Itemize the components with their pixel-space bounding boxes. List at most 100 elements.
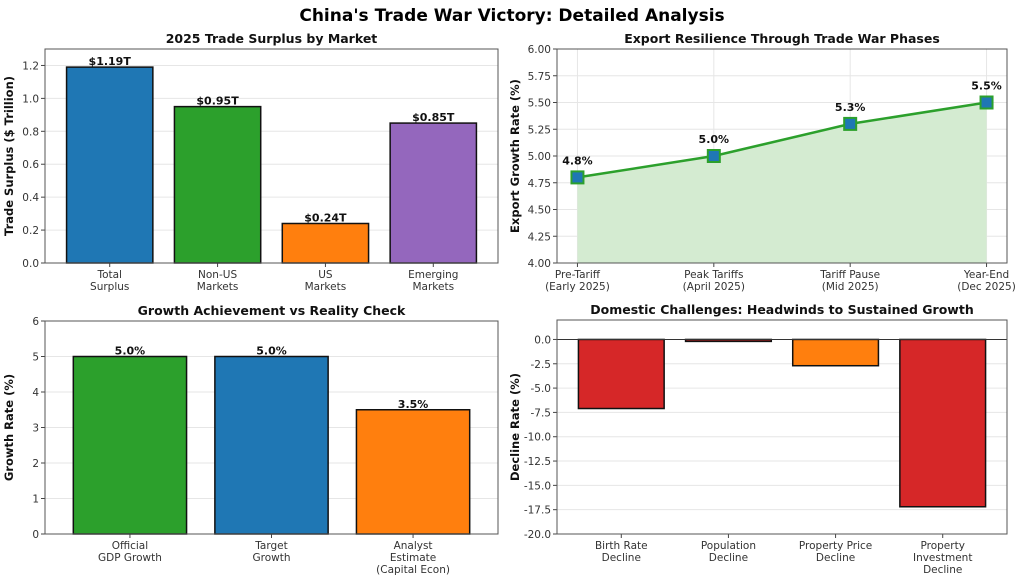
y-tick-label: 0 xyxy=(32,529,39,541)
bar-value-label: 5.0% xyxy=(256,345,287,358)
y-tick-label: -7.5 xyxy=(531,407,552,419)
bar-value-label: $0.85T xyxy=(412,111,455,124)
x-tick-label-line: Birth Rate xyxy=(595,540,648,552)
x-tick-label: Property Investment Decline xyxy=(913,540,972,576)
x-tick-label: Year-End (Dec 2025) xyxy=(957,269,1016,293)
bar-value-label: $0.24T xyxy=(304,211,347,224)
y-tick-label: 4 xyxy=(32,387,39,399)
x-tick-label-line: Decline xyxy=(602,552,641,564)
bar xyxy=(65,66,154,264)
bar xyxy=(899,338,987,508)
data-point xyxy=(843,116,858,131)
x-tick-label-line: Surplus xyxy=(90,281,129,293)
y-tick-label: 4.00 xyxy=(528,258,551,270)
x-tick-label-line: Markets xyxy=(412,281,454,293)
data-point-label: 5.0% xyxy=(699,133,730,146)
y-tick-label: -12.5 xyxy=(524,456,551,468)
x-tick-label-line: Population xyxy=(701,540,756,552)
subplot-3: Growth Achievement vs Reality Check Growt… xyxy=(2,303,499,576)
x-tick-label-line: Growth xyxy=(252,552,290,564)
x-tick-label: Analyst Estimate (Capital Econ) xyxy=(376,540,450,576)
y-tick-label: 0.0 xyxy=(534,334,551,346)
y-tick-label: -15.0 xyxy=(524,480,551,492)
x-tick-label: Property Price Decline xyxy=(799,540,872,564)
x-tick-label-line: Decline xyxy=(709,552,748,564)
x-tick-label: Target Growth xyxy=(252,540,290,564)
x-tick-label: Birth Rate Decline xyxy=(595,540,648,564)
bar xyxy=(281,222,370,264)
x-tick-label: Emerging Markets xyxy=(408,269,458,293)
bar xyxy=(72,355,188,535)
y-tick-label: -20.0 xyxy=(524,529,551,541)
y-tick-label: 5.75 xyxy=(528,71,551,83)
y-tick-label: 0.8 xyxy=(22,126,39,138)
subplot-title: Growth Achievement vs Reality Check xyxy=(138,303,406,318)
data-point xyxy=(570,170,585,185)
x-tick-label: Total Surplus xyxy=(90,269,129,293)
axes-frame xyxy=(44,48,499,264)
y-axis-label: Decline Rate (%) xyxy=(508,373,522,481)
bar-value-label: $0.95T xyxy=(196,95,239,108)
y-tick-label: 5.50 xyxy=(528,98,551,110)
data-point xyxy=(979,95,994,110)
x-tick-label-line: Target xyxy=(254,540,287,552)
y-tick-label: 0.2 xyxy=(22,225,39,237)
bar-value-label: $1.19T xyxy=(89,55,132,68)
subplot-1: 2025 Trade Surplus by Market Trade Surplu… xyxy=(2,31,499,293)
bar xyxy=(389,122,478,264)
x-tick-label-line: (Dec 2025) xyxy=(957,281,1016,293)
x-tick-label-line: Non-US xyxy=(198,269,237,281)
y-axis-label: Growth Rate (%) xyxy=(2,374,16,481)
bar-value-label: 3.5% xyxy=(398,398,429,411)
series-line xyxy=(577,101,987,179)
x-tick-label-line: (Capital Econ) xyxy=(376,564,450,576)
x-tick-label-line: Markets xyxy=(305,281,347,293)
y-tick-label: 5 xyxy=(32,352,39,364)
y-tick-label: 1 xyxy=(32,494,39,506)
y-tick-label: 2 xyxy=(32,458,39,470)
x-tick-label-line: Markets xyxy=(197,281,239,293)
subplot-title: Export Resilience Through Trade War Phas… xyxy=(624,31,940,46)
y-tick-label: 0.6 xyxy=(22,159,39,171)
subplot-2: Export Resilience Through Trade War Phas… xyxy=(508,31,1016,293)
y-tick-label: 5.25 xyxy=(528,124,551,136)
x-tick-label-line: Tariff Pause xyxy=(819,269,880,281)
y-tick-label: 1.0 xyxy=(22,93,39,105)
bar xyxy=(173,105,262,264)
subplot-4: Domestic Challenges: Headwinds to Sustai… xyxy=(508,302,1008,576)
axes-frame xyxy=(44,320,499,535)
x-tick-label: Peak Tariffs (April 2025) xyxy=(683,269,745,293)
x-tick-label: Tariff Pause (Mid 2025) xyxy=(819,269,880,293)
x-tick-label-line: Decline xyxy=(923,564,962,576)
y-tick-label: 0.4 xyxy=(22,192,39,204)
y-tick-label: 0.0 xyxy=(22,258,39,270)
bar xyxy=(214,355,329,535)
x-tick-label: Official GDP Growth xyxy=(98,540,162,564)
x-tick-label-line: US xyxy=(318,269,333,281)
x-tick-label-line: (April 2025) xyxy=(683,281,745,293)
x-tick-label-line: Pre-Tariff xyxy=(555,269,601,281)
x-tick-label: Pre-Tariff (Early 2025) xyxy=(545,269,610,293)
y-tick-label: 1.2 xyxy=(22,60,39,72)
y-tick-label: -5.0 xyxy=(531,383,552,395)
data-point xyxy=(706,149,721,163)
y-tick-label: -2.5 xyxy=(531,359,552,371)
subplot-title: Domestic Challenges: Headwinds to Sustai… xyxy=(590,302,973,317)
bar xyxy=(791,338,880,367)
x-tick-label-line: Official xyxy=(112,540,148,552)
x-tick-label-line: Total xyxy=(96,269,122,281)
subplot-title: 2025 Trade Surplus by Market xyxy=(166,31,378,46)
data-point-label: 4.8% xyxy=(562,154,593,167)
y-tick-label: 4.75 xyxy=(528,178,551,190)
y-tick-label: 5.00 xyxy=(528,151,551,163)
x-tick-label-line: GDP Growth xyxy=(98,552,162,564)
x-tick-label: Population Decline xyxy=(701,540,756,564)
x-tick-label-line: Analyst xyxy=(394,540,433,552)
x-tick-label-line: (Early 2025) xyxy=(545,281,610,293)
y-tick-label: -17.5 xyxy=(524,505,551,517)
x-tick-label-line: Decline xyxy=(816,552,855,564)
axes-frame xyxy=(556,48,1008,264)
y-axis-label: Export Growth Rate (%) xyxy=(508,79,522,233)
y-tick-label: -10.0 xyxy=(524,432,551,444)
